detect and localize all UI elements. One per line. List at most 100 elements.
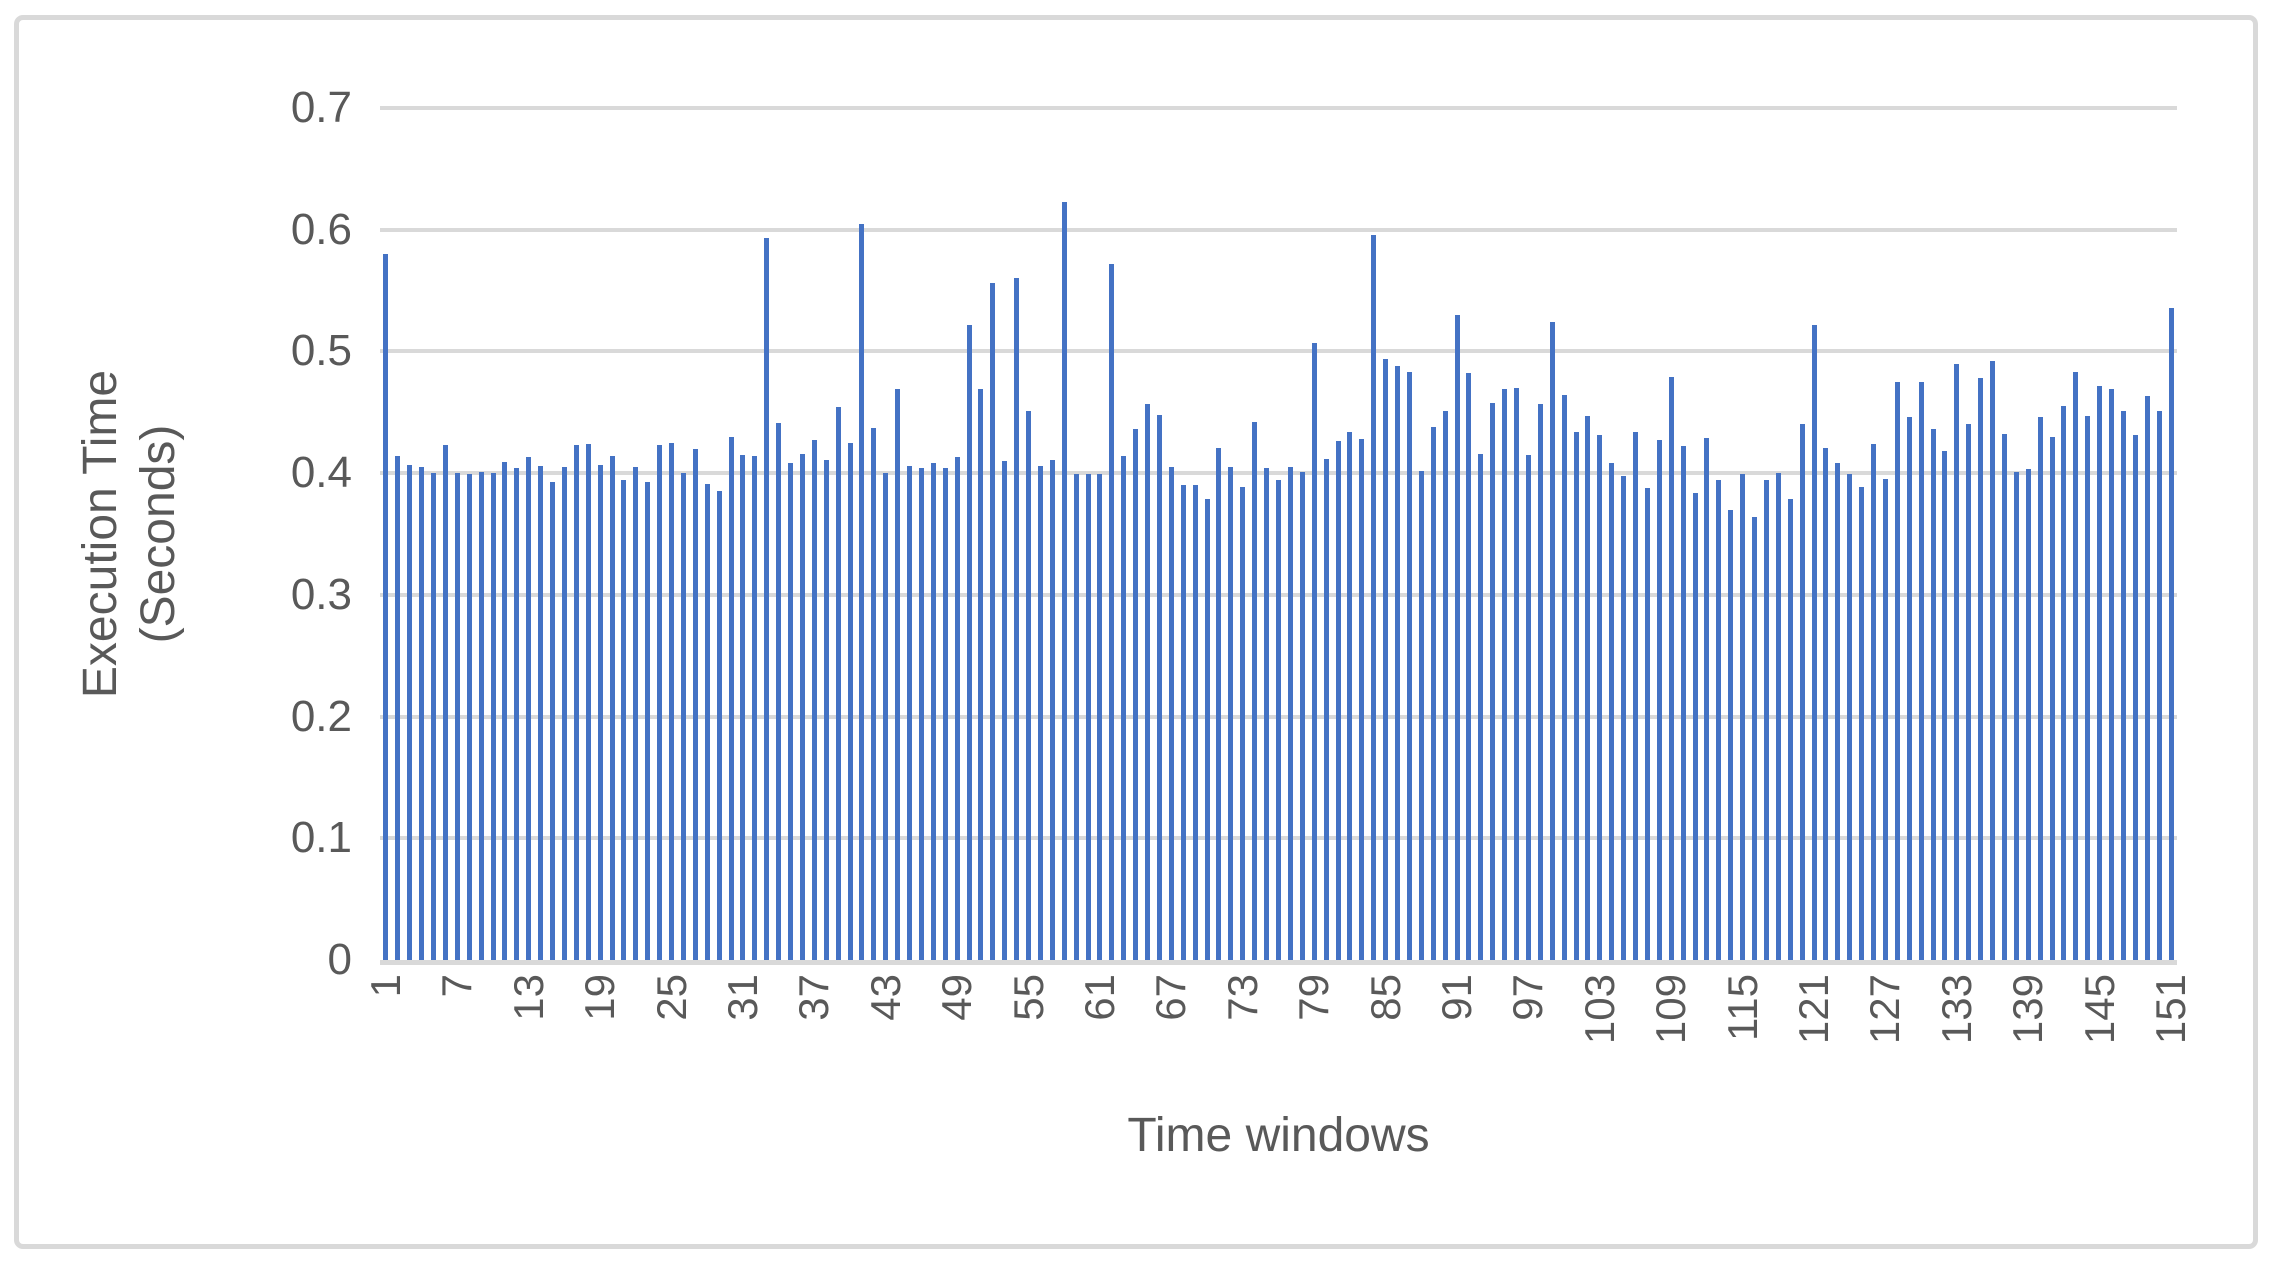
bar-33 <box>764 238 770 960</box>
bar-140 <box>2037 417 2043 960</box>
bar-94 <box>1490 402 1496 960</box>
bar-5 <box>431 473 437 960</box>
bar-58 <box>1061 201 1067 960</box>
bar-116 <box>1752 516 1758 960</box>
y-axis-title-line1: Execution Time <box>74 369 127 699</box>
bar-23 <box>645 481 651 960</box>
bar-89 <box>1430 426 1436 960</box>
bar-72 <box>1228 467 1234 960</box>
bar-77 <box>1287 467 1293 960</box>
x-tick-label-13: 13 <box>504 974 552 1021</box>
bar-66 <box>1156 414 1162 960</box>
bar-12 <box>514 468 520 960</box>
bar-4 <box>419 467 425 960</box>
bar-118 <box>1775 473 1781 960</box>
bar-112 <box>1704 437 1710 960</box>
bar-135 <box>1978 378 1984 960</box>
bar-106 <box>1633 431 1639 960</box>
bar-8 <box>466 474 472 960</box>
bar-73 <box>1240 486 1246 960</box>
bar-114 <box>1728 509 1734 960</box>
bar-145 <box>2097 385 2103 960</box>
bar-20 <box>609 456 615 960</box>
bar-1 <box>383 254 389 960</box>
bar-98 <box>1537 403 1543 960</box>
bar-148 <box>2132 435 2138 960</box>
bar-119 <box>1787 498 1793 960</box>
y-tick-label-0.4: 0.4 <box>290 448 352 498</box>
bar-126 <box>1871 443 1877 960</box>
bar-93 <box>1478 453 1484 960</box>
x-tick-label-85: 85 <box>1361 974 1409 1021</box>
bar-22 <box>633 467 639 960</box>
bar-132 <box>1942 451 1948 960</box>
bar-30 <box>728 436 734 960</box>
bar-122 <box>1823 447 1829 960</box>
bar-52 <box>990 283 996 960</box>
bar-69 <box>1192 485 1198 960</box>
bar-51 <box>978 389 984 960</box>
bar-138 <box>2013 471 2019 960</box>
bar-70 <box>1204 498 1210 960</box>
y-tick-label-0.1: 0.1 <box>290 813 352 863</box>
bar-74 <box>1252 422 1258 960</box>
bar-120 <box>1799 424 1805 960</box>
bar-84 <box>1371 234 1377 960</box>
bar-128 <box>1894 381 1900 960</box>
bar-95 <box>1502 389 1508 960</box>
bar-125 <box>1859 486 1865 960</box>
bar-90 <box>1442 411 1448 960</box>
bar-28 <box>704 484 710 960</box>
gridline-0.5 <box>380 349 2177 354</box>
x-tick-label-73: 73 <box>1218 974 1266 1021</box>
bar-15 <box>550 481 556 960</box>
bar-46 <box>918 468 924 960</box>
bar-7 <box>454 473 460 960</box>
bar-117 <box>1763 480 1769 960</box>
bar-123 <box>1835 463 1841 960</box>
x-tick-label-37: 37 <box>790 974 838 1021</box>
bar-24 <box>657 445 663 960</box>
bar-44 <box>895 389 901 960</box>
bar-53 <box>1002 460 1008 960</box>
bar-79 <box>1311 342 1317 960</box>
x-tick-label-43: 43 <box>861 974 909 1021</box>
bar-47 <box>930 463 936 960</box>
x-tick-label-127: 127 <box>1861 974 1909 1045</box>
bar-83 <box>1359 439 1365 960</box>
bar-143 <box>2073 372 2079 960</box>
bar-6 <box>442 445 448 960</box>
bar-64 <box>1133 429 1139 960</box>
x-tick-label-55: 55 <box>1004 974 1052 1021</box>
x-tick-label-133: 133 <box>1932 974 1980 1045</box>
bar-57 <box>1049 459 1055 960</box>
bar-100 <box>1561 395 1567 960</box>
bar-110 <box>1680 446 1686 960</box>
bar-97 <box>1525 454 1531 960</box>
y-tick-label-0.2: 0.2 <box>290 691 352 741</box>
bar-67 <box>1168 467 1174 960</box>
bar-16 <box>561 467 567 960</box>
bar-37 <box>811 440 817 960</box>
bar-40 <box>847 442 853 960</box>
bar-21 <box>621 480 627 960</box>
x-tick-label-67: 67 <box>1147 974 1195 1021</box>
bar-71 <box>1216 447 1222 960</box>
bar-80 <box>1323 458 1329 960</box>
bar-55 <box>1026 411 1032 960</box>
x-tick-label-7: 7 <box>433 974 481 998</box>
bar-144 <box>2085 415 2091 960</box>
x-tick-label-145: 145 <box>2075 974 2123 1045</box>
x-tick-label-103: 103 <box>1575 974 1623 1045</box>
y-tick-label-0.5: 0.5 <box>290 326 352 376</box>
bar-34 <box>776 423 782 960</box>
bar-38 <box>823 459 829 960</box>
bar-96 <box>1514 387 1519 960</box>
bar-124 <box>1847 474 1853 960</box>
bar-50 <box>966 324 972 960</box>
bar-134 <box>1966 424 1972 960</box>
y-tick-label-0.7: 0.7 <box>290 83 352 132</box>
bar-81 <box>1335 441 1341 960</box>
bar-108 <box>1656 440 1662 960</box>
